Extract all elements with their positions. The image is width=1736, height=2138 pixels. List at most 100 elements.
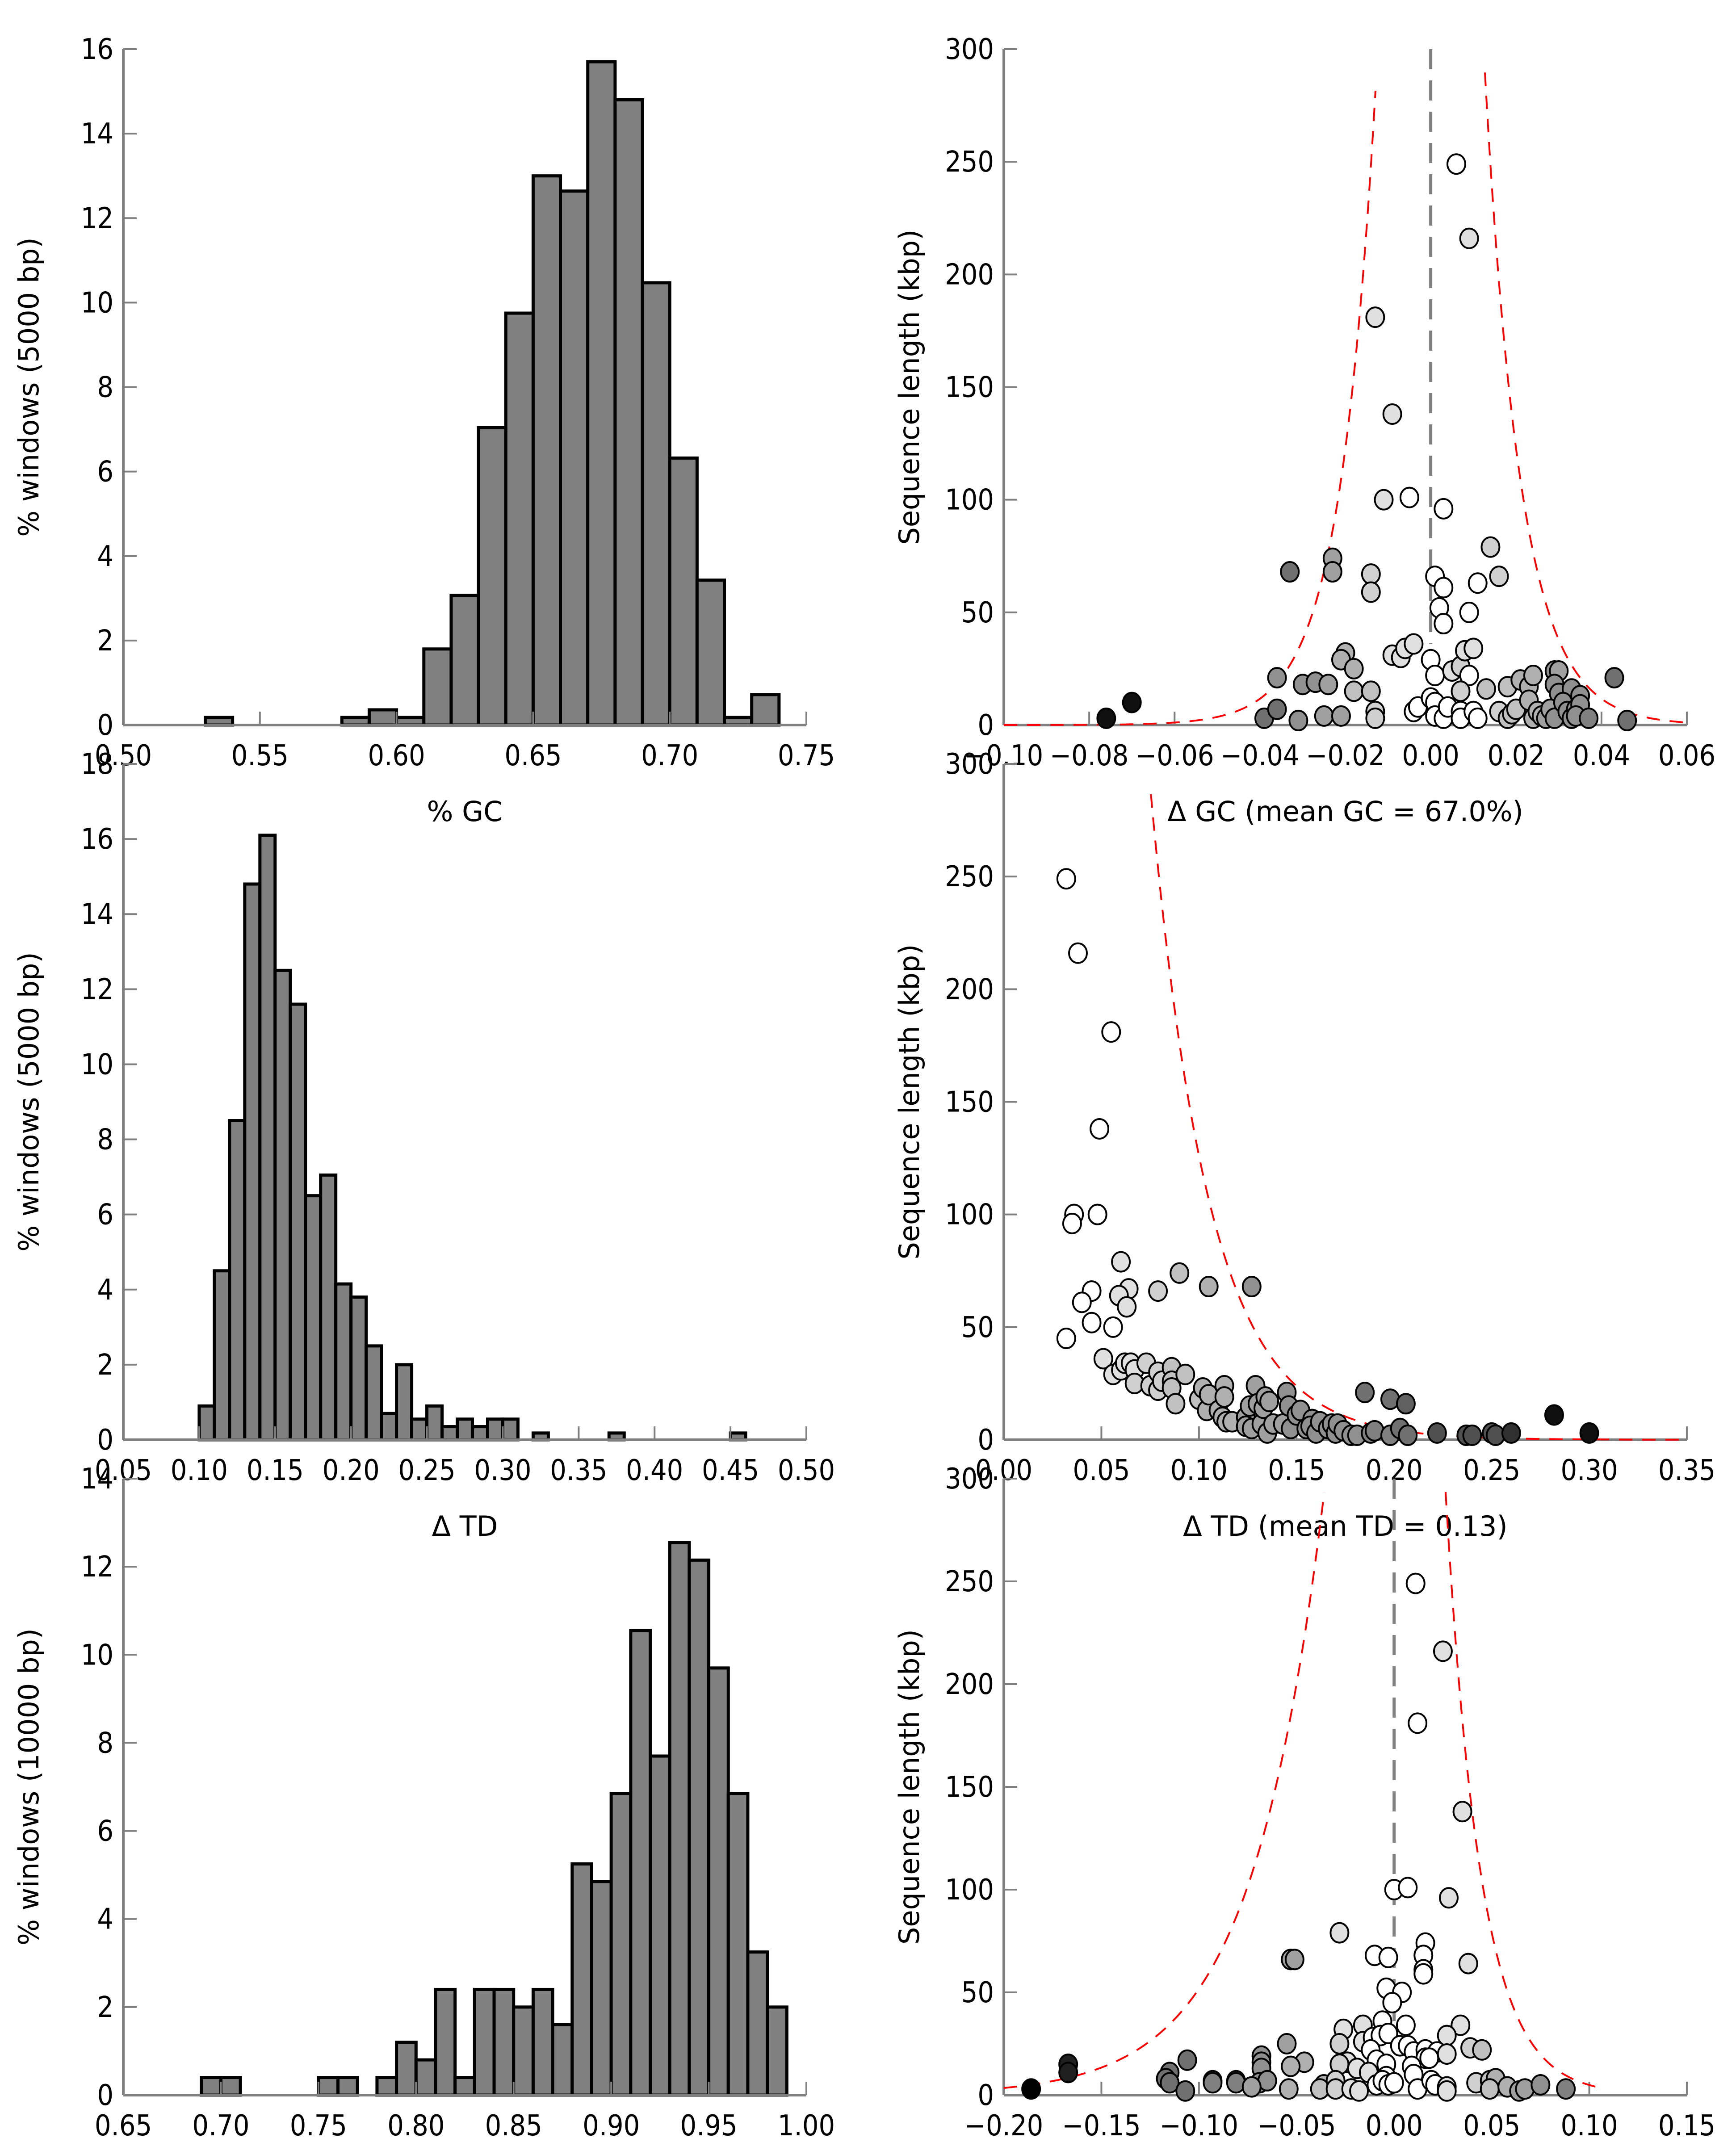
y-tick-label: 8 [97,1123,113,1157]
data-point [1214,1386,1234,1408]
histogram-bar [219,2076,242,2097]
data-point [1365,306,1385,328]
data-point [1021,2078,1041,2100]
x-tick-label: 0.70 [192,2109,249,2138]
x-tick-label: 0.10 [1170,1454,1228,1487]
data-point [1459,227,1479,249]
lower-threshold-curve [1003,1492,1325,2089]
y-tick-label: 8 [97,1727,113,1760]
y-axis-label: Sequence length (kbp) [893,944,926,1260]
data-point [1082,1312,1102,1333]
x-tick-label: 0.60 [368,739,425,772]
histogram-bar [668,1541,691,2097]
y-tick-label: 100 [945,484,994,517]
data-point [1433,1640,1453,1662]
x-tick-label: 0.04 [1573,739,1630,772]
y-tick-label: 150 [945,1086,994,1119]
data-point [1093,1348,1113,1370]
data-point [1617,709,1637,731]
x-tick-label: 0.05 [1463,2109,1520,2138]
y-tick-label: 2 [97,625,113,658]
histogram-bar [501,1417,520,1442]
data-point [1396,1393,1416,1415]
histogram-bar [375,2076,398,2097]
y-tick-label: 50 [961,1311,994,1344]
x-tick-label: −0.15 [1062,2109,1141,2138]
x-tick-label: 0.05 [1073,1454,1130,1487]
x-tick-label: 0.90 [583,2109,640,2138]
x-tick-label: −0.10 [1160,2109,1238,2138]
x-tick-label: 0.25 [1463,1454,1520,1487]
histogram-bar [609,1792,633,2097]
histogram-bar [197,1404,216,1442]
histogram-bar [649,1754,671,2097]
data-point [1361,563,1381,585]
data-point [1396,2014,1416,2036]
data-point [1284,1949,1304,1970]
x-tick-label: 0.10 [171,1454,228,1487]
data-point [1556,2078,1576,2100]
data-point [1331,705,1351,727]
histogram-bar [449,594,480,727]
x-tick-label: 0.65 [504,739,562,772]
x-tick-label: −0.20 [964,2109,1043,2138]
y-tick-label: 200 [945,973,994,1006]
histogram-bar [531,174,562,727]
histogram-bar [336,2076,359,2097]
y-tick-label: 10 [81,1048,113,1081]
x-tick-label: 0.15 [1268,1454,1325,1487]
data-point [1241,2076,1262,2098]
y-tick-label: 18 [81,748,113,781]
histogram-bar [440,1425,459,1442]
y-tick-label: 6 [97,456,113,489]
histogram-bar [590,1880,613,2097]
x-tick-label: 0.15 [247,1454,304,1487]
data-point [1160,2072,1180,2094]
x-tick-label: 0.55 [231,739,289,772]
data-point [1434,577,1454,599]
y-tick-label: 8 [97,371,113,404]
y-tick-label: 6 [97,1199,113,1232]
histogram-bar [707,1666,730,2097]
data-point [1072,1291,1092,1313]
data-point [1058,2062,1078,2084]
histogram-bar [586,60,617,727]
x-tick-label: 1.00 [778,2109,835,2138]
histogram-bar [453,2076,476,2097]
data-point [1382,403,1402,425]
histogram-bar [289,1002,307,1442]
y-axis-label: % windows (5000 bp) [13,952,45,1251]
histogram-bar [213,1269,231,1442]
data-point [1314,705,1334,727]
histogram-bar [470,1425,489,1442]
data-point [1087,1203,1107,1225]
data-point [1199,1276,1219,1298]
histogram-bar [349,1295,368,1442]
data-point [1068,942,1088,964]
data-point [1241,1276,1262,1298]
data-point [1318,674,1338,696]
histogram-bar [395,2041,418,2097]
histogram-bar [486,1417,504,1442]
y-tick-label: 250 [945,146,994,179]
data-point [1458,1953,1478,1975]
data-point [1322,561,1342,583]
y-tick-label: 16 [81,823,113,856]
histogram-bar [319,1173,338,1442]
x-tick-label: 0.30 [474,1454,531,1487]
x-tick-label: −0.05 [1257,2109,1336,2138]
y-tick-label: 0 [977,2079,994,2112]
data-point [1531,2074,1551,2096]
y-tick-label: 200 [945,258,994,291]
histogram-bar [304,1194,323,1442]
data-point [1480,2078,1500,2100]
data-point [1329,2033,1350,2054]
y-tick-label: 0 [97,709,113,742]
data-point [1472,2039,1492,2061]
y-axis-label: % windows (5000 bp) [13,237,45,537]
y-tick-label: 100 [945,1874,994,1907]
data-point [1267,667,1287,689]
y-axis-label: % windows (10000 bp) [13,1628,45,1945]
y-tick-label: 12 [81,202,113,235]
histogram-bar [750,693,781,727]
